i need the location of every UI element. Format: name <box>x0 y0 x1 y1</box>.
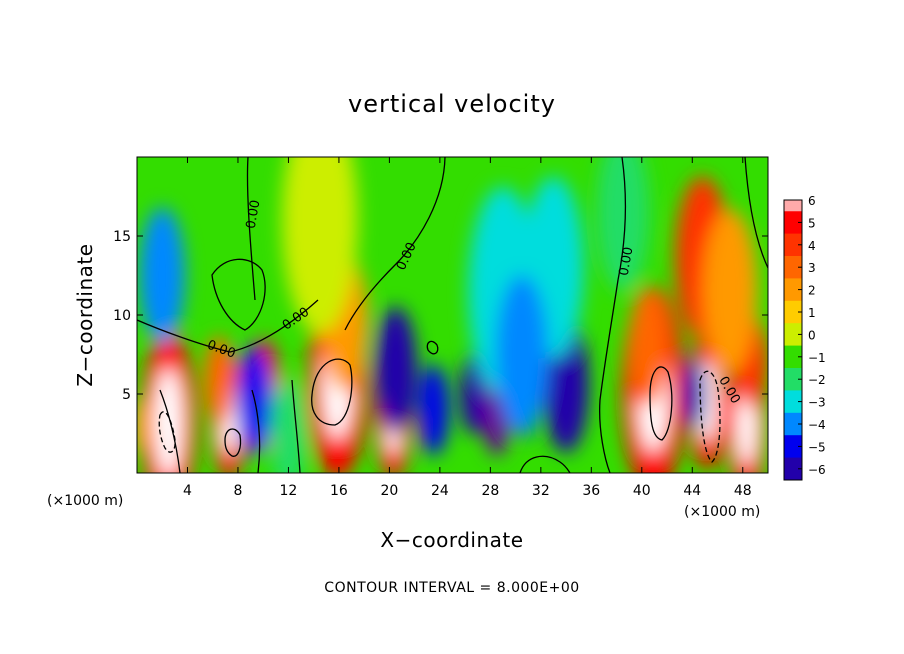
x-tick-label: 8 <box>233 483 242 499</box>
contour-layer <box>137 157 768 473</box>
x-axis-label: X−coordinate <box>380 528 523 552</box>
zero-contour <box>291 379 301 473</box>
colorbar-label: 4 <box>808 239 816 253</box>
field-cell <box>596 157 650 292</box>
zero-contour <box>599 157 627 473</box>
colorbar-swatch <box>784 211 802 235</box>
field-cell <box>460 353 488 435</box>
field-cell <box>702 209 758 374</box>
zero-contour <box>137 299 319 353</box>
colorbar-label: −4 <box>808 418 826 432</box>
contour-label: 0.00 <box>244 199 264 230</box>
colorbar-swatch <box>784 390 802 414</box>
colorbar-label: 0 <box>808 328 816 342</box>
colorbar-label: 5 <box>808 216 816 230</box>
x-ticks: 4 8 12 16 20 24 28 32 36 40 44 48 <box>183 157 752 499</box>
colorbar-label: −2 <box>808 373 826 387</box>
min-contour <box>158 411 176 453</box>
colorbar-label: 1 <box>808 306 816 320</box>
colorbar-swatch <box>784 278 802 302</box>
field-cell <box>374 306 417 435</box>
x-tick-label: 48 <box>734 483 752 499</box>
colorbar-swatch <box>784 412 802 436</box>
x-tick-label: 24 <box>431 483 449 499</box>
field-cell <box>681 357 706 431</box>
zero-contour <box>211 258 266 331</box>
zero-contour <box>159 389 181 473</box>
x-unit-label-left: (×1000 m) <box>47 493 123 509</box>
colorbar-label: −1 <box>808 351 826 365</box>
colorbar-label: 3 <box>808 261 816 275</box>
x-tick-label: 20 <box>380 483 398 499</box>
colorbar-swatch <box>784 233 802 257</box>
x-tick-label: 44 <box>683 483 701 499</box>
colorbar-label: 2 <box>808 284 816 298</box>
y-axis-label: Z−coordinate <box>73 243 97 386</box>
field-cell <box>495 274 549 435</box>
y-tick-label: 15 <box>113 229 131 245</box>
colorbar-swatch <box>784 300 802 324</box>
plot-area: 0.00 0.00 0.00 0.00 0.00 0.00 4 8 12 16 20 24… <box>113 156 769 499</box>
colorbar-swatch <box>784 435 802 459</box>
colorbar: 6 5 4 3 2 1 0 −1 −2 −3 −4 −5 −6 <box>783 194 826 481</box>
contour-label: 0.00 <box>617 246 637 277</box>
x-unit-label-right: (×1000 m) <box>684 504 760 520</box>
zero-contour <box>251 389 261 473</box>
field-cell <box>139 207 185 344</box>
y-tick-label: 10 <box>113 308 131 324</box>
colorbar-frame <box>783 199 803 481</box>
field-cell <box>282 157 358 334</box>
x-tick-label: 32 <box>532 483 550 499</box>
zero-contour <box>426 340 439 355</box>
chart-title: vertical velocity <box>348 90 556 118</box>
x-tick-label: 40 <box>633 483 651 499</box>
field-cell <box>628 287 668 406</box>
x-tick-label: 28 <box>481 483 499 499</box>
contour-interval-note: CONTOUR INTERVAL = 8.000E+00 <box>324 580 579 596</box>
zero-contour <box>344 157 446 331</box>
colorbar-swatch <box>784 323 802 347</box>
field-cell <box>137 397 152 455</box>
field-cell <box>203 335 235 427</box>
colorbar-swatch <box>784 345 802 369</box>
y-ticks: 5 10 15 <box>113 229 768 403</box>
colorbar-swatch <box>784 457 802 481</box>
colorbar-swatch <box>784 256 802 279</box>
colorbar-swatch <box>784 368 802 391</box>
colorbar-label: −6 <box>808 463 826 477</box>
zero-contour <box>246 157 256 301</box>
max-contour <box>224 428 242 457</box>
x-tick-label: 4 <box>183 483 192 499</box>
colorbar-swatch <box>784 200 802 212</box>
colorbar-label: −5 <box>808 440 826 454</box>
x-tick-label: 16 <box>330 483 348 499</box>
y-tick-label: 5 <box>122 387 131 403</box>
max-contour <box>311 358 353 426</box>
field-cell <box>418 364 449 456</box>
zero-contour <box>519 455 571 473</box>
colorbar-label: −3 <box>808 396 826 410</box>
min-contour <box>699 370 721 463</box>
max-contour <box>649 366 673 441</box>
zero-contour <box>744 157 768 269</box>
colorbar-label: 6 <box>808 194 816 208</box>
x-tick-label: 36 <box>582 483 600 499</box>
x-tick-label: 12 <box>280 483 298 499</box>
